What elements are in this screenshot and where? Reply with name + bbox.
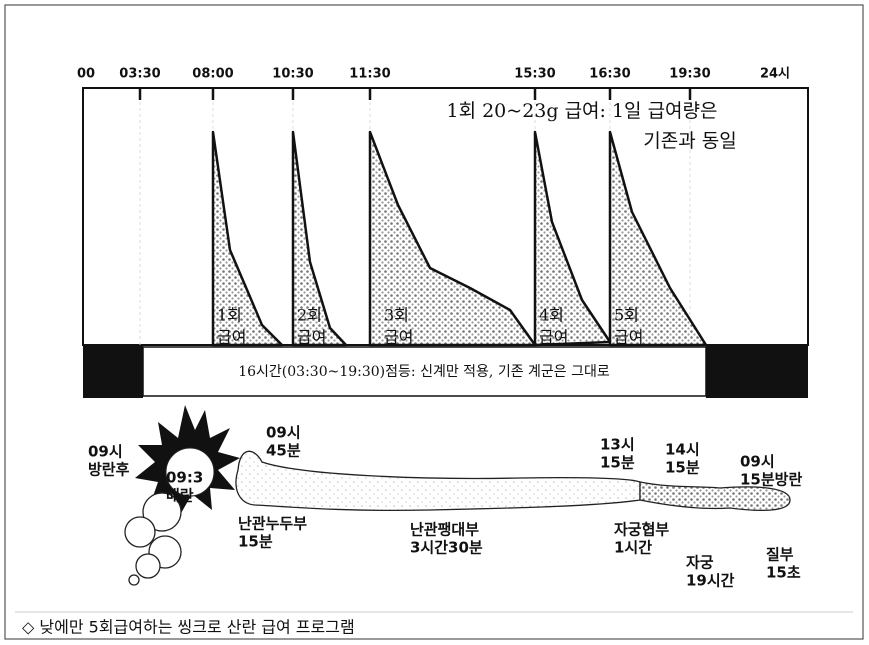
feeding-label: 4회 <box>539 306 564 325</box>
light-period <box>142 346 707 397</box>
oviduct-label: 3시간30분 <box>410 539 483 557</box>
time-label: 19:30 <box>669 67 710 82</box>
dark-period <box>706 345 808 398</box>
oviduct-label: 15분방란 <box>740 471 802 489</box>
feeding-label: 3회 <box>384 306 409 325</box>
oviduct-label: 배란 <box>166 487 194 505</box>
time-label: 10:30 <box>272 67 313 82</box>
feeding-label: 2회 <box>297 306 322 325</box>
feeding-label: 급여 <box>217 328 246 347</box>
oviduct-label: 13시 <box>600 436 635 454</box>
feeding-label: 급여 <box>614 328 643 347</box>
oviduct-label: 09:3 <box>166 469 203 487</box>
oviduct-label: 난관누두부 <box>238 515 307 533</box>
time-label: 15:30 <box>514 67 555 82</box>
time-label: 08:00 <box>192 67 233 82</box>
oviduct-label: 난관팽대부 <box>410 521 479 539</box>
feeding-label: 급여 <box>297 328 326 347</box>
uterus <box>639 481 791 512</box>
feeding-curves <box>211 130 708 347</box>
feeding-label: 1회 <box>217 306 242 325</box>
oviduct-label: 1시간 <box>614 539 652 557</box>
oviduct-label: 질부 <box>766 546 794 564</box>
time-label: 03:30 <box>119 67 160 82</box>
annotation: 1회 20~23g 급여: 1일 급여량은 <box>446 100 717 122</box>
oviduct-label: 09시 <box>266 424 301 442</box>
time-label: 11:30 <box>349 67 390 82</box>
oviduct-label: 14시 <box>665 441 700 459</box>
time-label: 16:30 <box>589 67 630 82</box>
lighting-label: 16시간(03:30~19:30)점등: 신계만 적용, 기존 계군은 그대로 <box>238 364 610 380</box>
ovum <box>165 447 215 497</box>
oviduct-label: 방란후 <box>88 461 130 479</box>
oviduct-label: 09시 <box>740 453 775 471</box>
feeding-label: 급여 <box>539 328 568 347</box>
annotation: 기존과 동일 <box>643 130 736 152</box>
oviduct-label: 15초 <box>766 564 801 582</box>
oviduct-label: 45분 <box>266 442 301 460</box>
oviduct-label: 자궁협부 <box>614 521 669 539</box>
time-label: 00 <box>77 67 95 82</box>
oviduct-label: 15분 <box>600 454 635 472</box>
follicles <box>124 492 182 586</box>
oviduct-label: 19시간 <box>686 572 735 590</box>
oviduct-label: 09시 <box>88 443 123 461</box>
oviduct-label: 15분 <box>665 459 700 477</box>
oviduct-label: 자궁 <box>686 554 714 572</box>
feeding-label: 급여 <box>384 328 413 347</box>
time-label: 24시 <box>760 67 790 82</box>
caption: ◇ 낮에만 5회급여하는 씽크로 산란 급여 프로그램 <box>22 618 355 637</box>
feeding-label: 5회 <box>614 306 639 325</box>
dark-period <box>83 345 143 398</box>
oviduct-label: 15분 <box>238 533 273 551</box>
